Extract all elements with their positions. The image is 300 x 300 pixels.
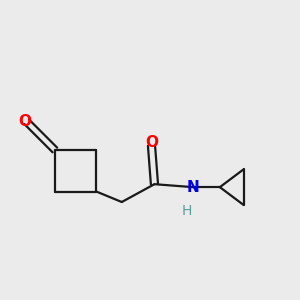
Text: N: N bbox=[187, 180, 200, 195]
Text: H: H bbox=[182, 204, 192, 218]
Text: O: O bbox=[19, 114, 32, 129]
Text: O: O bbox=[145, 135, 158, 150]
